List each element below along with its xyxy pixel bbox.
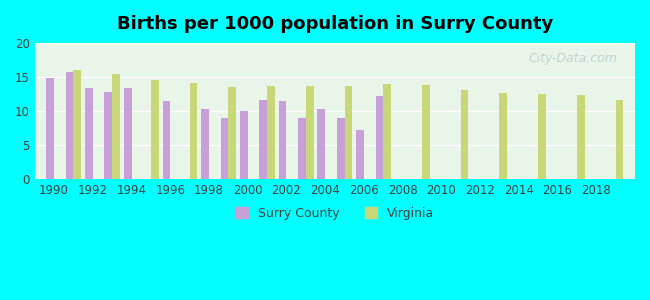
Bar bbox=[317, 109, 325, 179]
Bar bbox=[356, 130, 364, 179]
Bar bbox=[259, 100, 267, 179]
Bar bbox=[240, 111, 248, 179]
Bar bbox=[499, 93, 507, 179]
Text: City-Data.com: City-Data.com bbox=[528, 52, 617, 65]
Bar bbox=[577, 95, 584, 179]
Bar bbox=[267, 86, 275, 179]
Bar bbox=[344, 86, 352, 179]
Bar bbox=[384, 84, 391, 179]
Bar bbox=[46, 78, 54, 179]
Bar bbox=[151, 80, 159, 179]
Title: Births per 1000 population in Surry County: Births per 1000 population in Surry Coun… bbox=[117, 15, 553, 33]
Bar bbox=[337, 118, 344, 179]
Bar bbox=[105, 92, 112, 179]
Bar bbox=[220, 118, 228, 179]
Bar bbox=[306, 86, 313, 179]
Bar bbox=[66, 72, 73, 179]
Bar bbox=[616, 100, 623, 179]
Bar bbox=[298, 118, 306, 179]
Bar bbox=[461, 90, 469, 179]
Bar bbox=[112, 74, 120, 179]
Bar bbox=[162, 101, 170, 179]
Bar bbox=[228, 87, 236, 179]
Bar bbox=[73, 70, 81, 179]
Bar bbox=[422, 85, 430, 179]
Bar bbox=[376, 96, 384, 179]
Bar bbox=[202, 109, 209, 179]
Legend: Surry County, Virginia: Surry County, Virginia bbox=[231, 202, 439, 225]
Bar bbox=[190, 83, 198, 179]
Bar bbox=[124, 88, 131, 179]
Bar bbox=[538, 94, 546, 179]
Bar bbox=[279, 101, 287, 179]
Bar bbox=[85, 88, 93, 179]
